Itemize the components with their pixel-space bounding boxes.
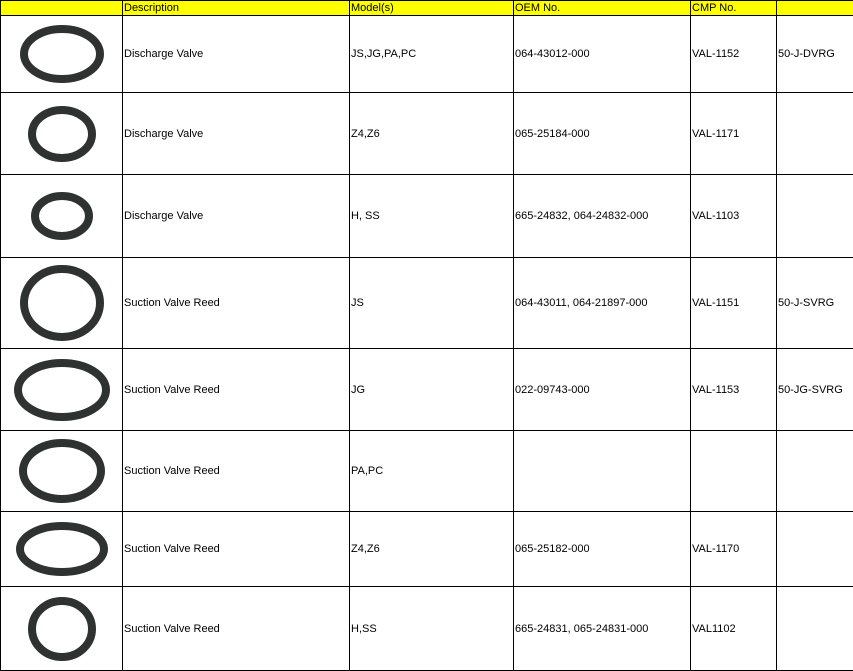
part-image-cell <box>0 430 123 512</box>
part-image-cell <box>0 348 123 431</box>
valve-ring-icon <box>27 596 96 661</box>
part-image-cell <box>0 92 123 175</box>
oem-cell <box>513 430 691 512</box>
cmp-cell: VAL-1153 <box>690 348 777 431</box>
part-image-cell <box>0 511 123 587</box>
oem-cell: 064-43012-000 <box>513 15 691 93</box>
oem-cell: 065-25182-000 <box>513 511 691 587</box>
header-description: Description <box>122 0 350 16</box>
part-number-cell: 50-J-DVRG <box>776 15 853 93</box>
header-cmp: CMP No. <box>690 0 777 16</box>
valve-ring-icon <box>19 25 104 83</box>
description-cell: Suction Valve Reed <box>122 348 350 431</box>
header-models: Model(s) <box>349 0 514 16</box>
description-cell: Suction Valve Reed <box>122 430 350 512</box>
header-oem: OEM No. <box>513 0 691 16</box>
part-number-cell <box>776 511 853 587</box>
cmp-cell: VAL-1171 <box>690 92 777 175</box>
oem-cell: 022-09743-000 <box>513 348 691 431</box>
part-number-cell <box>776 430 853 512</box>
part-image-cell <box>0 15 123 93</box>
description-cell: Suction Valve Reed <box>122 257 350 349</box>
models-cell: H, SS <box>349 174 514 258</box>
oem-cell: 064-43011, 064-21897-000 <box>513 257 691 349</box>
table-row: Discharge Valve Z4,Z6 065-25184-000 VAL-… <box>0 92 853 175</box>
description-cell: Suction Valve Reed <box>122 586 350 671</box>
cmp-cell <box>690 430 777 512</box>
part-image-cell <box>0 174 123 258</box>
header-part <box>776 0 853 16</box>
description-cell: Discharge Valve <box>122 15 350 93</box>
table-row: Suction Valve Reed PA,PC <box>0 430 853 512</box>
valve-ring-icon <box>15 522 108 576</box>
oem-cell: 065-25184-000 <box>513 92 691 175</box>
table-row: Suction Valve Reed JS 064-43011, 064-218… <box>0 257 853 349</box>
part-number-cell <box>776 92 853 175</box>
part-number-cell: 50-J-SVRG <box>776 257 853 349</box>
models-cell: H,SS <box>349 586 514 671</box>
table-row: Suction Valve Reed Z4,Z6 065-25182-000 V… <box>0 511 853 587</box>
valve-ring-icon <box>18 439 105 503</box>
models-cell: Z4,Z6 <box>349 511 514 587</box>
models-cell: Z4,Z6 <box>349 92 514 175</box>
cmp-cell: VAL-1152 <box>690 15 777 93</box>
models-cell: JS,JG,PA,PC <box>349 15 514 93</box>
valve-ring-icon <box>30 192 93 240</box>
description-cell: Discharge Valve <box>122 92 350 175</box>
cmp-cell: VAL-1151 <box>690 257 777 349</box>
valve-ring-icon <box>27 105 96 162</box>
part-number-cell: 50-JG-SVRG <box>776 348 853 431</box>
models-cell: JG <box>349 348 514 431</box>
header-image <box>0 0 123 16</box>
part-image-cell <box>0 586 123 671</box>
oem-cell: 665-24832, 064-24832-000 <box>513 174 691 258</box>
valve-ring-icon <box>13 358 110 421</box>
header-row: Description Model(s) OEM No. CMP No. <box>0 0 853 16</box>
description-cell: Suction Valve Reed <box>122 511 350 587</box>
models-cell: JS <box>349 257 514 349</box>
table-row: Suction Valve Reed H,SS 665-24831, 065-2… <box>0 586 853 671</box>
part-image-cell <box>0 257 123 349</box>
valve-ring-icon <box>19 265 104 341</box>
cmp-cell: VAL-1170 <box>690 511 777 587</box>
models-cell: PA,PC <box>349 430 514 512</box>
part-number-cell <box>776 174 853 258</box>
table-row: Discharge Valve H, SS 665-24832, 064-248… <box>0 174 853 258</box>
table-row: Suction Valve Reed JG 022-09743-000 VAL-… <box>0 348 853 431</box>
table-row: Discharge Valve JS,JG,PA,PC 064-43012-00… <box>0 15 853 93</box>
oem-cell: 665-24831, 065-24831-000 <box>513 586 691 671</box>
part-number-cell <box>776 586 853 671</box>
cmp-cell: VAL-1103 <box>690 174 777 258</box>
description-cell: Discharge Valve <box>122 174 350 258</box>
cmp-cell: VAL1102 <box>690 586 777 671</box>
